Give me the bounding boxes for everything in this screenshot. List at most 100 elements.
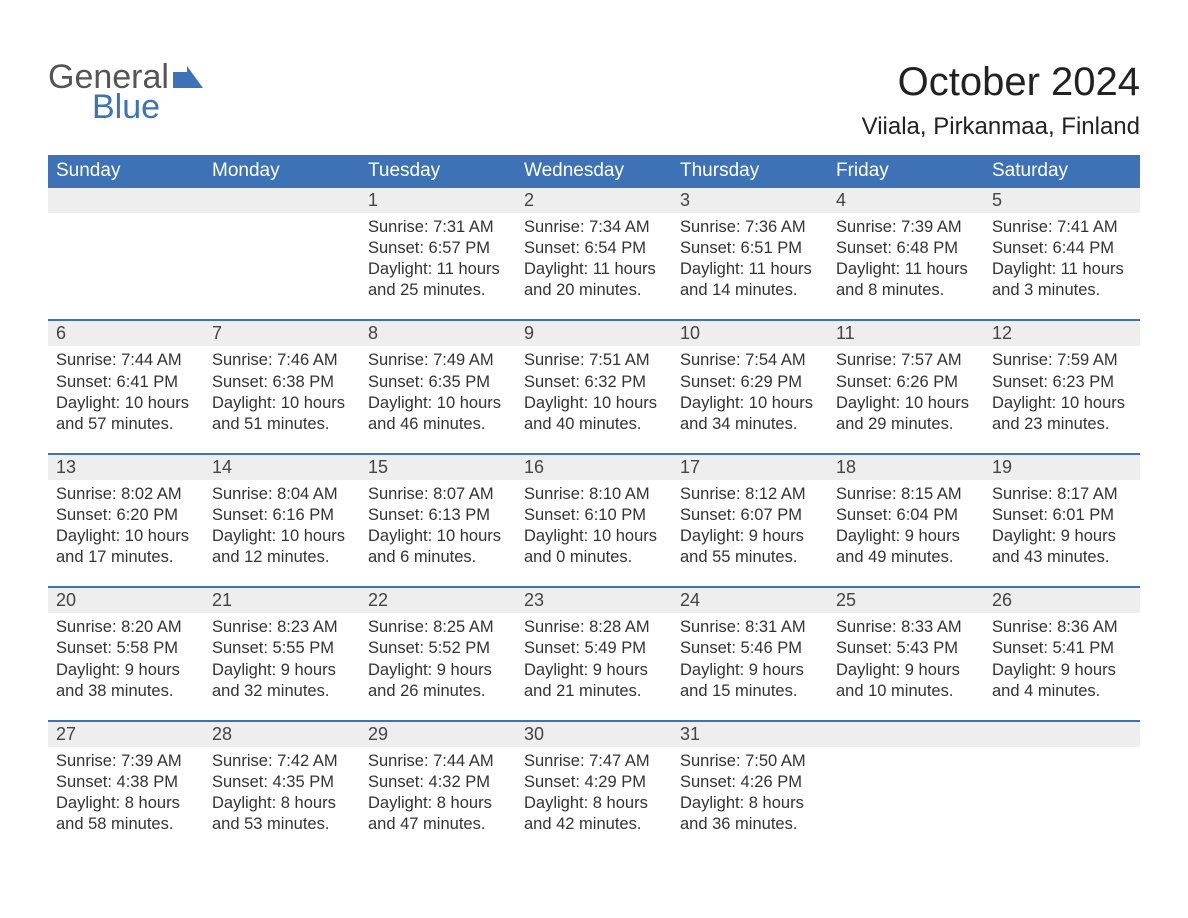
day-content-cell: Sunrise: 7:34 AMSunset: 6:54 PMDaylight:… [516, 213, 672, 320]
daylight-line-1: Daylight: 10 hours [212, 526, 352, 547]
sunset-line: Sunset: 6:16 PM [212, 505, 352, 526]
daylight-line-1: Daylight: 8 hours [56, 793, 196, 814]
day-content-row: Sunrise: 7:31 AMSunset: 6:57 PMDaylight:… [48, 213, 1140, 320]
sunrise-line: Sunrise: 7:49 AM [368, 350, 508, 371]
sunrise-line: Sunrise: 8:15 AM [836, 484, 976, 505]
weekday-header: Tuesday [360, 155, 516, 187]
daylight-line-1: Daylight: 10 hours [524, 526, 664, 547]
day-number-cell [984, 721, 1140, 747]
daylight-line-2: and 20 minutes. [524, 280, 664, 301]
day-number-cell: 3 [672, 187, 828, 213]
weekday-header-row: SundayMondayTuesdayWednesdayThursdayFrid… [48, 155, 1140, 187]
daylight-line-2: and 43 minutes. [992, 547, 1132, 568]
day-number-cell: 30 [516, 721, 672, 747]
daylight-line-2: and 6 minutes. [368, 547, 508, 568]
day-content-row: Sunrise: 7:44 AMSunset: 6:41 PMDaylight:… [48, 346, 1140, 453]
day-number-cell: 20 [48, 587, 204, 613]
daylight-line-1: Daylight: 9 hours [680, 660, 820, 681]
daylight-line-2: and 47 minutes. [368, 814, 508, 835]
sunset-line: Sunset: 5:46 PM [680, 638, 820, 659]
daylight-line-1: Daylight: 10 hours [212, 393, 352, 414]
sunrise-line: Sunrise: 7:54 AM [680, 350, 820, 371]
day-content-cell [984, 747, 1140, 853]
day-number-cell: 7 [204, 320, 360, 346]
day-content-cell: Sunrise: 8:23 AMSunset: 5:55 PMDaylight:… [204, 613, 360, 720]
day-content-cell: Sunrise: 8:07 AMSunset: 6:13 PMDaylight:… [360, 480, 516, 587]
day-number-cell: 29 [360, 721, 516, 747]
day-number-row: 2728293031 [48, 721, 1140, 747]
day-content-row: Sunrise: 7:39 AMSunset: 4:38 PMDaylight:… [48, 747, 1140, 853]
daylight-line-1: Daylight: 11 hours [992, 259, 1132, 280]
day-number-row: 6789101112 [48, 320, 1140, 346]
sunset-line: Sunset: 6:10 PM [524, 505, 664, 526]
day-content-cell: Sunrise: 7:42 AMSunset: 4:35 PMDaylight:… [204, 747, 360, 853]
day-number-cell: 14 [204, 454, 360, 480]
daylight-line-2: and 58 minutes. [56, 814, 196, 835]
daylight-line-1: Daylight: 8 hours [680, 793, 820, 814]
day-content-cell: Sunrise: 8:10 AMSunset: 6:10 PMDaylight:… [516, 480, 672, 587]
day-content-cell: Sunrise: 7:41 AMSunset: 6:44 PMDaylight:… [984, 213, 1140, 320]
day-number-cell [204, 187, 360, 213]
daylight-line-2: and 49 minutes. [836, 547, 976, 568]
daylight-line-1: Daylight: 10 hours [836, 393, 976, 414]
sunset-line: Sunset: 6:44 PM [992, 238, 1132, 259]
sunrise-line: Sunrise: 8:07 AM [368, 484, 508, 505]
day-number-cell: 27 [48, 721, 204, 747]
day-content-cell: Sunrise: 7:49 AMSunset: 6:35 PMDaylight:… [360, 346, 516, 453]
sunrise-line: Sunrise: 8:23 AM [212, 617, 352, 638]
day-content-cell [828, 747, 984, 853]
sunrise-line: Sunrise: 8:02 AM [56, 484, 196, 505]
day-number-cell: 26 [984, 587, 1140, 613]
daylight-line-1: Daylight: 10 hours [992, 393, 1132, 414]
weekday-header: Saturday [984, 155, 1140, 187]
day-content-cell: Sunrise: 8:31 AMSunset: 5:46 PMDaylight:… [672, 613, 828, 720]
brand-part2: Blue [92, 90, 203, 124]
sunset-line: Sunset: 5:43 PM [836, 638, 976, 659]
sunrise-line: Sunrise: 7:51 AM [524, 350, 664, 371]
daylight-line-2: and 46 minutes. [368, 414, 508, 435]
sunrise-line: Sunrise: 8:25 AM [368, 617, 508, 638]
day-content-cell: Sunrise: 7:57 AMSunset: 6:26 PMDaylight:… [828, 346, 984, 453]
day-number-row: 13141516171819 [48, 454, 1140, 480]
daylight-line-2: and 15 minutes. [680, 681, 820, 702]
weekday-header: Monday [204, 155, 360, 187]
day-content-cell: Sunrise: 7:39 AMSunset: 6:48 PMDaylight:… [828, 213, 984, 320]
day-number-cell: 6 [48, 320, 204, 346]
day-number-cell: 8 [360, 320, 516, 346]
daylight-line-1: Daylight: 11 hours [836, 259, 976, 280]
header: General Blue October 2024 Viiala, Pirkan… [48, 60, 1140, 151]
sunset-line: Sunset: 6:35 PM [368, 372, 508, 393]
sunset-line: Sunset: 6:54 PM [524, 238, 664, 259]
sunset-line: Sunset: 6:32 PM [524, 372, 664, 393]
sunset-line: Sunset: 6:29 PM [680, 372, 820, 393]
daylight-line-2: and 4 minutes. [992, 681, 1132, 702]
daylight-line-2: and 29 minutes. [836, 414, 976, 435]
calendar-table: SundayMondayTuesdayWednesdayThursdayFrid… [48, 155, 1140, 853]
daylight-line-2: and 57 minutes. [56, 414, 196, 435]
day-content-cell: Sunrise: 7:44 AMSunset: 6:41 PMDaylight:… [48, 346, 204, 453]
daylight-line-1: Daylight: 10 hours [56, 393, 196, 414]
day-number-cell: 11 [828, 320, 984, 346]
daylight-line-2: and 26 minutes. [368, 681, 508, 702]
daylight-line-2: and 0 minutes. [524, 547, 664, 568]
sunset-line: Sunset: 4:35 PM [212, 772, 352, 793]
daylight-line-1: Daylight: 9 hours [836, 660, 976, 681]
sunset-line: Sunset: 5:58 PM [56, 638, 196, 659]
sunrise-line: Sunrise: 7:44 AM [368, 751, 508, 772]
sunrise-line: Sunrise: 7:42 AM [212, 751, 352, 772]
location-subtitle: Viiala, Pirkanmaa, Finland [862, 113, 1140, 141]
sunrise-line: Sunrise: 8:20 AM [56, 617, 196, 638]
day-number-cell [48, 187, 204, 213]
day-content-cell: Sunrise: 8:12 AMSunset: 6:07 PMDaylight:… [672, 480, 828, 587]
day-number-cell: 18 [828, 454, 984, 480]
daylight-line-2: and 55 minutes. [680, 547, 820, 568]
daylight-line-1: Daylight: 9 hours [368, 660, 508, 681]
day-number-cell: 13 [48, 454, 204, 480]
day-number-cell: 25 [828, 587, 984, 613]
month-title: October 2024 [862, 60, 1140, 105]
daylight-line-1: Daylight: 11 hours [524, 259, 664, 280]
day-content-cell: Sunrise: 7:36 AMSunset: 6:51 PMDaylight:… [672, 213, 828, 320]
brand-logo: General Blue [48, 60, 203, 124]
day-number-cell: 15 [360, 454, 516, 480]
day-content-cell: Sunrise: 8:02 AMSunset: 6:20 PMDaylight:… [48, 480, 204, 587]
